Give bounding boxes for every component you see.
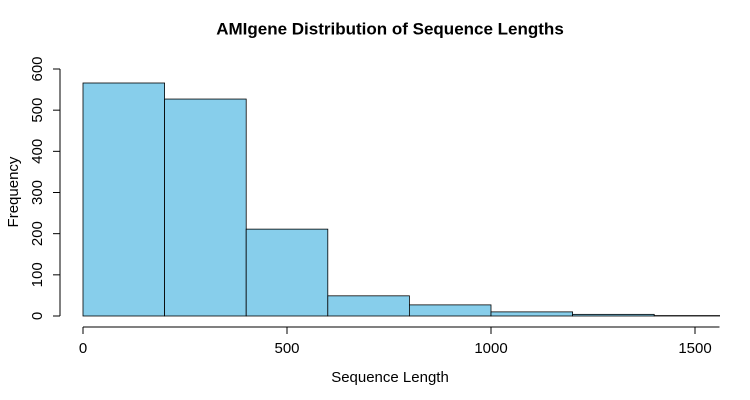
y-tick-label: 100 [29, 262, 46, 287]
y-tick-label: 200 [29, 221, 46, 246]
bar [327, 295, 410, 317]
y-tick-label: 300 [29, 180, 46, 205]
y-axis-label: Frequency [5, 156, 22, 227]
y-tick-label: 500 [29, 98, 46, 123]
bar [164, 98, 247, 317]
x-axis-label: Sequence Length [331, 369, 449, 386]
bars [82, 82, 720, 317]
bar [490, 311, 573, 317]
x-tick-label: 1500 [678, 340, 711, 357]
chart-title: AMIgene Distribution of Sequence Lengths [216, 19, 564, 38]
bar [82, 82, 165, 317]
x-tick-label: 0 [79, 340, 87, 357]
bar [245, 228, 329, 317]
y-tick-label: 600 [29, 56, 46, 81]
bar [408, 304, 492, 317]
y-tick-label: 0 [29, 312, 46, 320]
x-tick-label: 500 [274, 340, 299, 357]
bar [572, 313, 655, 317]
x-tick-label: 1000 [474, 340, 507, 357]
y-tick-label: 400 [29, 139, 46, 164]
